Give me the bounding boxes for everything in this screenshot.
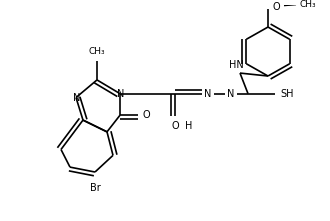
Text: N: N <box>227 89 235 99</box>
Text: O: O <box>272 2 280 12</box>
Text: CH₃: CH₃ <box>300 0 316 9</box>
Text: H: H <box>185 121 193 131</box>
Text: SH: SH <box>280 89 294 99</box>
Text: N: N <box>73 93 81 103</box>
Text: N: N <box>204 89 212 99</box>
Text: N: N <box>117 89 125 99</box>
Text: O: O <box>142 110 150 120</box>
Text: O: O <box>171 121 179 131</box>
Text: CH₃: CH₃ <box>89 47 105 56</box>
Text: HN: HN <box>229 60 244 70</box>
Text: Br: Br <box>90 183 100 193</box>
